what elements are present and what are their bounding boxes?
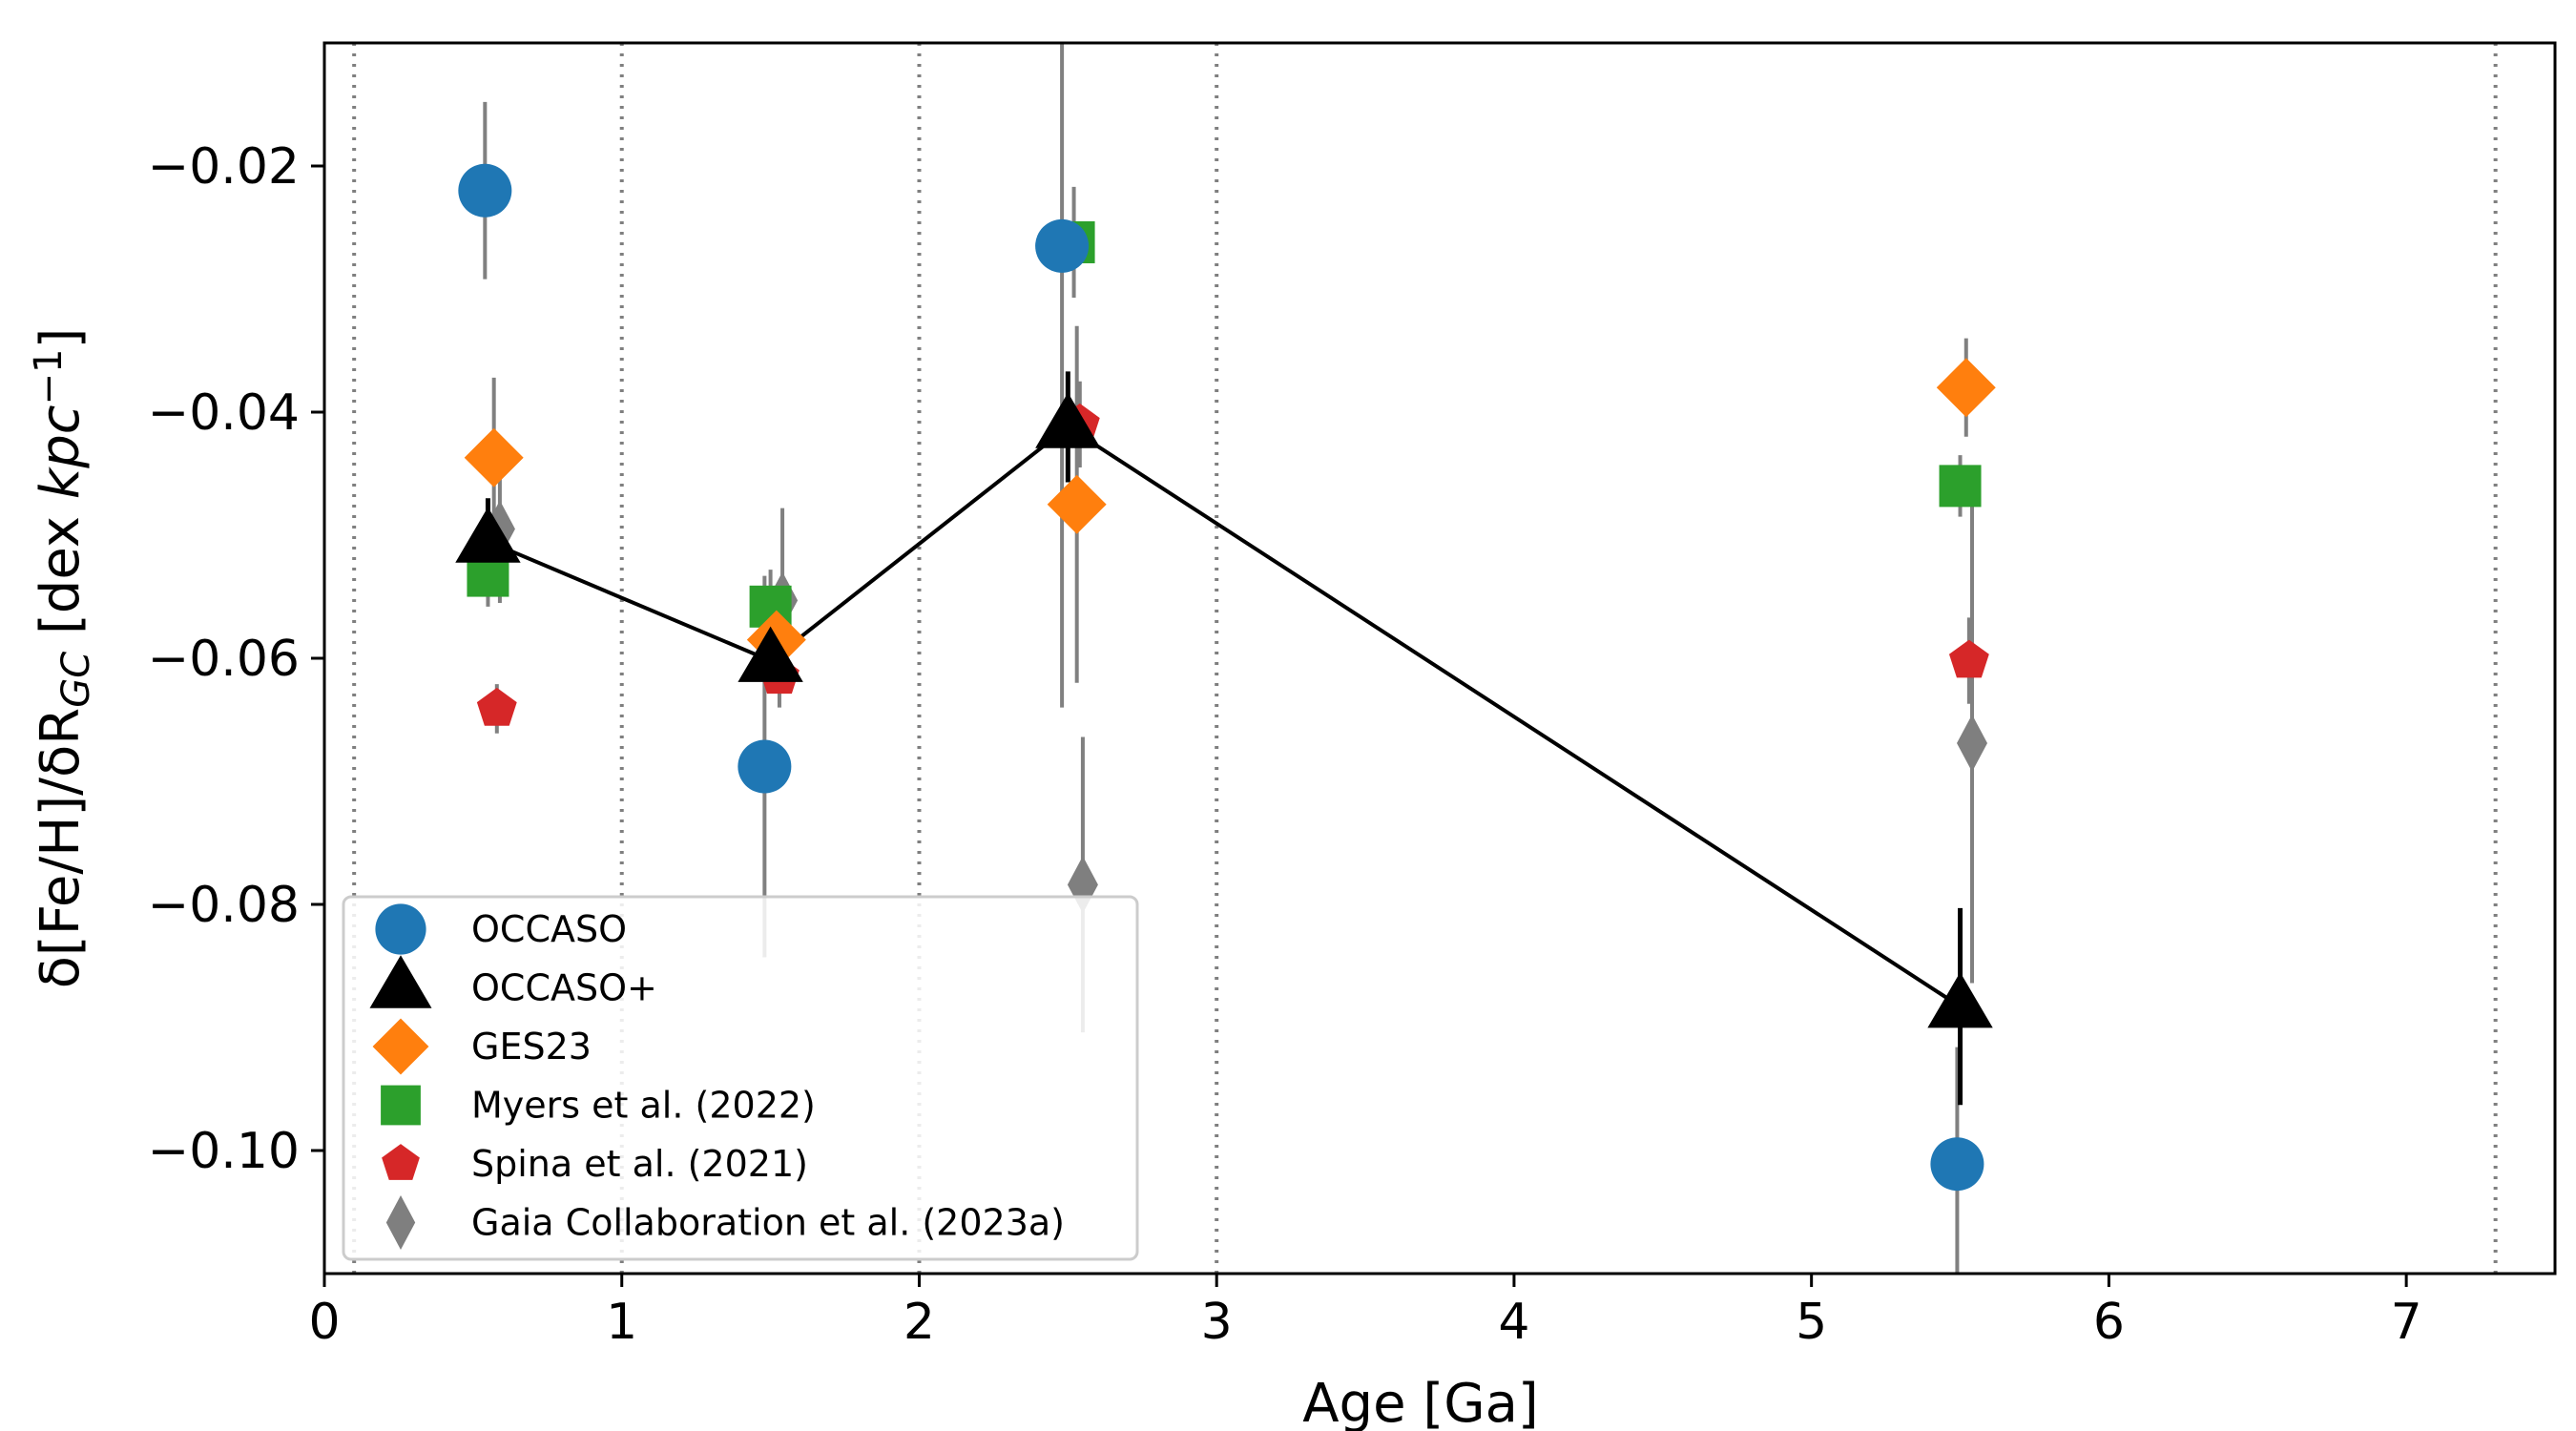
chart: 0 1 2 3 4 5 6 7 −0.02 −0.04 −0.06 −0.08 −0.10 Age [Ga…: [0, 0, 2576, 1431]
y-label-sub: GC: [54, 652, 98, 708]
legend-label-ges23: GES23: [471, 1026, 592, 1068]
y-label-unit-suffix: ]: [30, 328, 92, 349]
x-tick-label: 2: [904, 1294, 935, 1351]
y-tick-label: −0.04: [148, 384, 300, 442]
legend-label-gaia-collaboration-et-al-2023a: Gaia Collaboration et al. (2023a): [471, 1202, 1065, 1244]
x-tick-label: 0: [308, 1294, 340, 1351]
legend-marker-myers-et-al-2022: [381, 1086, 421, 1126]
y-label-main: δ[Fe/H]/δR: [30, 708, 92, 989]
x-tick-label: 4: [1498, 1294, 1529, 1351]
point-occaso: [1035, 219, 1089, 273]
legend-label-occaso: OCCASO+: [471, 967, 657, 1009]
point-occaso: [458, 164, 511, 218]
legend-label-myers-et-al-2022: Myers et al. (2022): [471, 1085, 816, 1127]
y-label-unit-prefix: [dex: [30, 499, 92, 652]
y-label-unit-var: kpc: [30, 404, 92, 499]
point-myers-et-al-2022: [1940, 465, 1982, 507]
y-tick-label: −0.06: [148, 631, 300, 688]
x-tick-label: 7: [2391, 1294, 2422, 1351]
y-label-unit-exp: −1: [27, 349, 71, 405]
x-tick-label: 6: [2093, 1294, 2125, 1351]
x-tick-label: 5: [1796, 1294, 1827, 1351]
legend-item-occaso: OCCASO: [375, 903, 627, 954]
x-tick-label: 1: [606, 1294, 637, 1351]
point-occaso: [737, 740, 791, 794]
legend: OCCASO OCCASO+ GES23 Myers et al. (2022) Spi…: [343, 897, 1137, 1259]
point-occaso: [1930, 1137, 1984, 1191]
legend-label-occaso: OCCASO: [471, 908, 627, 950]
y-tick-label: −0.08: [148, 877, 300, 934]
legend-label-spina-et-al-2021: Spina et al. (2021): [471, 1143, 808, 1185]
legend-item-gaia-collaboration-et-al-2023a: Gaia Collaboration et al. (2023a): [386, 1195, 1065, 1250]
y-tick-label: −0.10: [148, 1123, 300, 1180]
y-tick-label: −0.02: [148, 138, 300, 196]
legend-item-ges23: GES23: [373, 1019, 592, 1075]
legend-marker-occaso: [375, 903, 426, 954]
x-axis-label: Age [Ga]: [1302, 1373, 1539, 1431]
x-tick-label: 3: [1201, 1294, 1233, 1351]
